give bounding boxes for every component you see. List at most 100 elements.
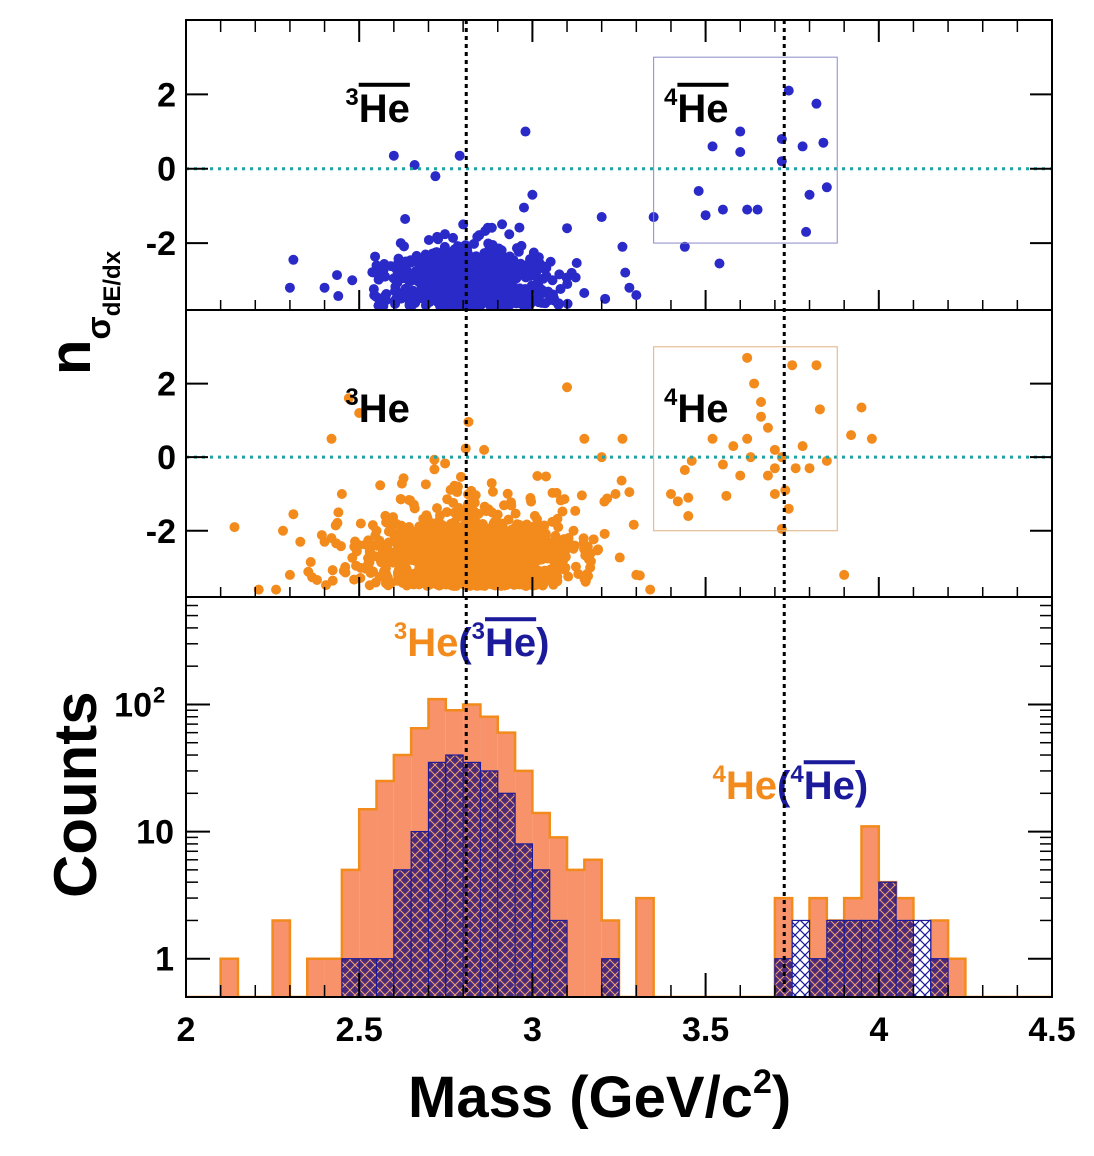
middle-point xyxy=(371,525,382,536)
middle-core-point xyxy=(504,556,515,567)
middle-core-point xyxy=(387,549,398,560)
top-core-point xyxy=(452,300,463,310)
bottom-label-anti-sup: 3 xyxy=(472,618,485,645)
middle-core-point xyxy=(628,519,639,530)
middle-annotations: 3He 4He xyxy=(345,384,728,431)
middle-core-point xyxy=(582,569,593,580)
middle-core-point xyxy=(573,568,584,579)
middle-core-point xyxy=(392,575,403,586)
top-core-point xyxy=(480,226,491,237)
xlabel-sup: 2 xyxy=(753,1063,772,1101)
middle-core-point xyxy=(372,540,383,551)
top-core-point xyxy=(332,270,343,281)
middle-points xyxy=(229,352,877,595)
bottom-xticks: 2 2.5 3 3.5 4 4.5 xyxy=(177,20,1076,1049)
middle-core-point xyxy=(394,537,405,548)
top-core-point xyxy=(513,246,524,257)
middle-point xyxy=(596,452,607,463)
top-core-point xyxy=(514,222,525,233)
middle-core-point xyxy=(383,526,394,537)
middle-core-point xyxy=(440,458,451,469)
antimatter-bar xyxy=(930,958,949,997)
top-isotope-label-sup: 4 xyxy=(664,84,678,111)
top-core-point xyxy=(496,245,507,256)
middle-core-point xyxy=(311,574,322,585)
matter-bar xyxy=(567,869,585,997)
antimatter-bar xyxy=(341,958,360,997)
middle-core-point xyxy=(524,553,535,564)
middle-core-point xyxy=(452,511,463,522)
matter-bar xyxy=(220,958,238,997)
bottom-label-matter-text: He xyxy=(407,621,458,665)
middle-core-point xyxy=(406,554,417,565)
middle-core-point xyxy=(539,520,550,531)
bottom-bars xyxy=(186,697,1052,997)
middle-point xyxy=(617,433,628,444)
top-core-point xyxy=(472,296,483,307)
matter-bar xyxy=(324,958,342,997)
middle-core-point xyxy=(428,543,439,554)
top-point xyxy=(818,137,829,148)
middle-core-point xyxy=(452,481,463,492)
bottom-isotope-label: 4He(4He) xyxy=(713,761,869,808)
antimatter-bar xyxy=(860,919,880,997)
middle-core-point xyxy=(321,580,332,591)
top-core-point xyxy=(518,202,529,213)
middle-core-point xyxy=(489,516,500,527)
middle-point xyxy=(326,533,337,544)
antimatter-bar xyxy=(808,958,828,997)
antimatter-bar xyxy=(878,881,897,997)
top-core-point xyxy=(439,229,450,240)
middle-core-point xyxy=(477,519,488,530)
top-isotope-label-text: He xyxy=(677,87,728,131)
middle-isotope-label-text: He xyxy=(677,387,728,431)
top-point xyxy=(752,204,763,215)
top-core-point xyxy=(547,275,558,286)
top-point xyxy=(707,141,718,152)
middle-core-point xyxy=(420,479,431,490)
middle-ytick-label: -2 xyxy=(146,513,176,551)
top-point xyxy=(624,282,635,293)
middle-ytick-label: 0 xyxy=(157,439,176,477)
middle-core-point xyxy=(363,537,374,548)
middle-point xyxy=(679,465,690,476)
top-isotope-label: 3He xyxy=(345,84,410,131)
top-points xyxy=(284,85,832,310)
middle-point xyxy=(783,503,794,514)
middle-point xyxy=(762,422,773,433)
middle-isotope-label: 4He xyxy=(664,384,729,431)
middle-point xyxy=(288,509,299,520)
top-core-point xyxy=(479,248,490,259)
middle-core-point xyxy=(493,574,504,585)
middle-point xyxy=(683,511,694,522)
middle-core-point xyxy=(338,565,349,576)
antimatter-bar xyxy=(358,958,378,997)
top-selection-box xyxy=(653,56,838,244)
bottom-isotope-label: 3He(3He) xyxy=(394,618,550,665)
middle-point xyxy=(742,352,753,363)
top-core-point xyxy=(533,274,544,285)
middle-core-point xyxy=(547,516,558,527)
middle-core-point xyxy=(532,471,543,482)
middle-point xyxy=(839,569,850,580)
middle-core-point xyxy=(507,579,518,590)
middle-core-point xyxy=(392,567,403,578)
bottom-label-anti-text: He xyxy=(485,621,536,665)
top-core-point xyxy=(448,232,459,243)
middle-core-point xyxy=(484,528,495,539)
middle-core-point xyxy=(445,578,456,589)
top-core-point xyxy=(404,300,415,310)
top-yticks: 2 0 -2 xyxy=(146,76,1052,263)
top-core-point xyxy=(561,272,572,283)
middle-point xyxy=(804,463,815,474)
middle-core-point xyxy=(560,551,571,562)
top-ytick-label: -2 xyxy=(146,225,176,263)
middle-core-point xyxy=(463,499,474,510)
top-core-point xyxy=(434,297,445,308)
middle-core-point xyxy=(585,548,596,559)
top-core-point xyxy=(500,300,511,310)
top-point xyxy=(562,223,573,234)
matter-bar xyxy=(272,920,290,997)
